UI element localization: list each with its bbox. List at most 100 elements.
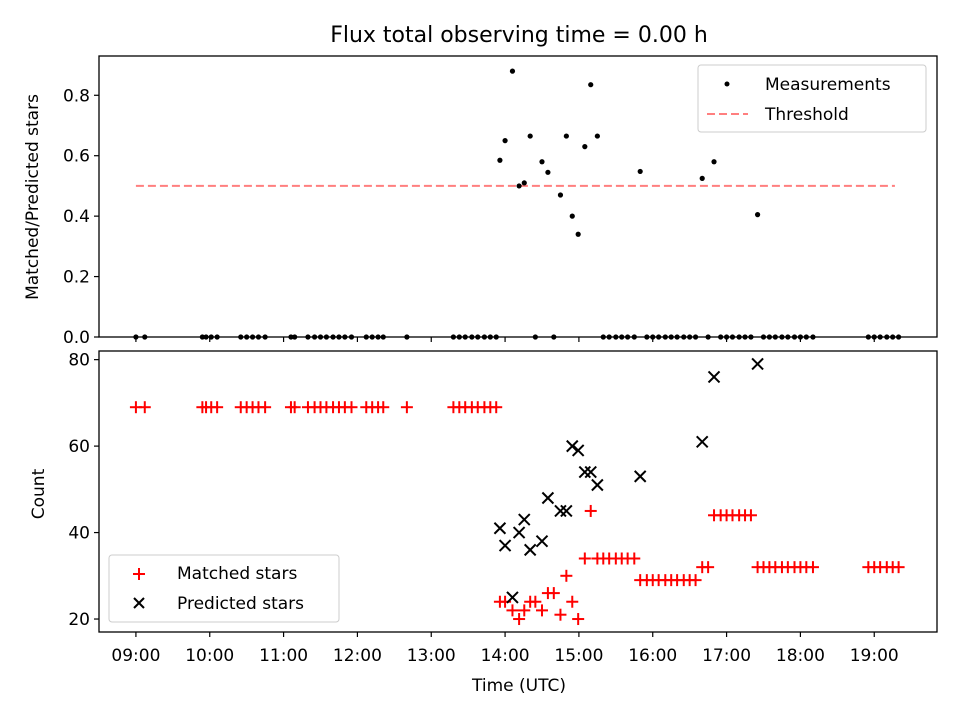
y-tick-label: 0.4 xyxy=(63,207,90,227)
matched-star-point xyxy=(578,552,591,565)
measurement-point xyxy=(754,212,761,218)
y-tick-label: 0.6 xyxy=(63,147,90,167)
matched-star-point xyxy=(138,401,151,414)
matched-star-point xyxy=(535,604,548,617)
x-tick-label: 15:00 xyxy=(554,646,603,666)
top-legend-box xyxy=(697,64,927,133)
matched-star-point xyxy=(689,574,702,587)
x-tick-label: 19:00 xyxy=(850,646,899,666)
measurement-point xyxy=(563,133,569,139)
predicted-star-point xyxy=(584,465,597,479)
predicted-star-point xyxy=(707,370,721,384)
bottom-x-ticks: 09:00 10:00 11:00 12:00 13:00 14:00 15:00 16:00… xyxy=(111,632,899,666)
measurement-point xyxy=(582,144,588,150)
bottom-legend-box xyxy=(108,554,340,623)
predicted-star-point xyxy=(498,539,512,552)
matched-star-point xyxy=(892,561,905,574)
bottom-ylabel: Count xyxy=(29,468,49,519)
matched-star-point xyxy=(566,595,579,608)
measurement-point xyxy=(557,192,564,198)
matched-star-point xyxy=(584,504,597,517)
legend-threshold-label: Threshold xyxy=(764,105,849,125)
predicted-star-point xyxy=(591,478,604,492)
x-tick-label: 11:00 xyxy=(259,646,308,666)
top-x-ticks xyxy=(135,337,875,342)
top-ylabel: Matched/Predicted stars xyxy=(23,94,43,300)
matched-star-point xyxy=(628,552,641,565)
x-tick-label: 12:00 xyxy=(333,646,382,666)
x-axis-label: Time (UTC) xyxy=(471,676,566,696)
matched-star-point xyxy=(506,604,519,617)
predicted-star-point xyxy=(493,522,507,535)
predicted-star-point xyxy=(554,504,567,518)
matched-star-point xyxy=(560,569,573,582)
top-legend: Measurements Threshold xyxy=(697,64,927,133)
x-tick-label: 13:00 xyxy=(407,646,456,666)
predicted-star-point xyxy=(560,504,573,518)
x-tick-label: 14:00 xyxy=(481,646,530,666)
matched-star-point xyxy=(288,401,301,414)
matched-star-point xyxy=(400,401,413,414)
x-tick-label: 09:00 xyxy=(111,646,160,666)
x-tick-label: 16:00 xyxy=(628,646,677,666)
y-tick-label: 0.8 xyxy=(63,86,90,106)
predicted-star-point xyxy=(512,526,526,539)
y-tick-label: 0.0 xyxy=(63,328,90,348)
chart-title: Flux total observing time = 0.00 h xyxy=(330,23,708,48)
measurement-point xyxy=(539,159,545,165)
matched-star-point xyxy=(744,509,757,522)
predicted-star-point xyxy=(578,465,592,479)
measurement-point xyxy=(521,180,527,186)
matched-star-point xyxy=(345,401,358,414)
measurement-point xyxy=(497,157,503,163)
measurement-point xyxy=(545,169,551,175)
y-tick-label: 80 xyxy=(68,351,90,371)
matched-star-point xyxy=(211,401,224,414)
predicted-star-point xyxy=(751,357,764,371)
x-tick-label: 18:00 xyxy=(776,646,825,666)
legend-measurements-marker xyxy=(724,81,730,87)
y-tick-label: 20 xyxy=(68,610,90,630)
measurement-point xyxy=(509,68,516,74)
predicted-star-point xyxy=(506,591,519,604)
y-tick-label: 0.2 xyxy=(63,268,90,288)
legend-measurements-label: Measurements xyxy=(765,75,891,95)
matched-star-point xyxy=(377,401,390,414)
legend-predicted-label: Predicted stars xyxy=(177,594,304,614)
measurement-point xyxy=(569,213,575,219)
measurement-point xyxy=(594,133,600,139)
bottom-marks xyxy=(129,357,905,626)
measurement-point xyxy=(516,183,522,189)
measurement-point xyxy=(502,138,508,144)
predicted-star-point xyxy=(633,470,647,483)
matched-star-point xyxy=(806,561,819,574)
legend-predicted-marker xyxy=(133,597,145,609)
predicted-star-point xyxy=(566,439,579,453)
matched-star-point xyxy=(572,613,585,626)
top-panel: 0.00.20.40.60.8 Matched/Predicted stars … xyxy=(23,55,938,348)
matched-star-point xyxy=(518,604,531,617)
predicted-star-point xyxy=(696,435,709,448)
top-y-ticks: 0.0 0.2 0.4 0.6 0.8 xyxy=(63,86,99,348)
measurement-point xyxy=(527,133,533,139)
predicted-star-point xyxy=(571,444,585,457)
legend-matched-marker xyxy=(133,568,145,580)
matched-star-point xyxy=(529,595,542,608)
bottom-y-ticks: 20 40 60 80 xyxy=(68,351,99,630)
matched-star-point xyxy=(547,587,560,600)
legend-matched-label: Matched stars xyxy=(177,564,297,584)
matched-star-point xyxy=(554,608,567,621)
matched-star-point xyxy=(513,613,526,626)
bottom-legend: Matched stars Predicted stars xyxy=(108,554,340,623)
measurement-point xyxy=(711,159,717,165)
measurement-point xyxy=(588,82,594,88)
measurement-point xyxy=(699,175,705,181)
predicted-star-point xyxy=(523,543,537,557)
top-axes-frame xyxy=(98,55,938,338)
measurement-point xyxy=(575,231,581,237)
x-tick-label: 17:00 xyxy=(702,646,751,666)
measurement-point xyxy=(637,168,643,175)
matched-star-point xyxy=(259,401,272,414)
x-tick-label: 10:00 xyxy=(185,646,234,666)
